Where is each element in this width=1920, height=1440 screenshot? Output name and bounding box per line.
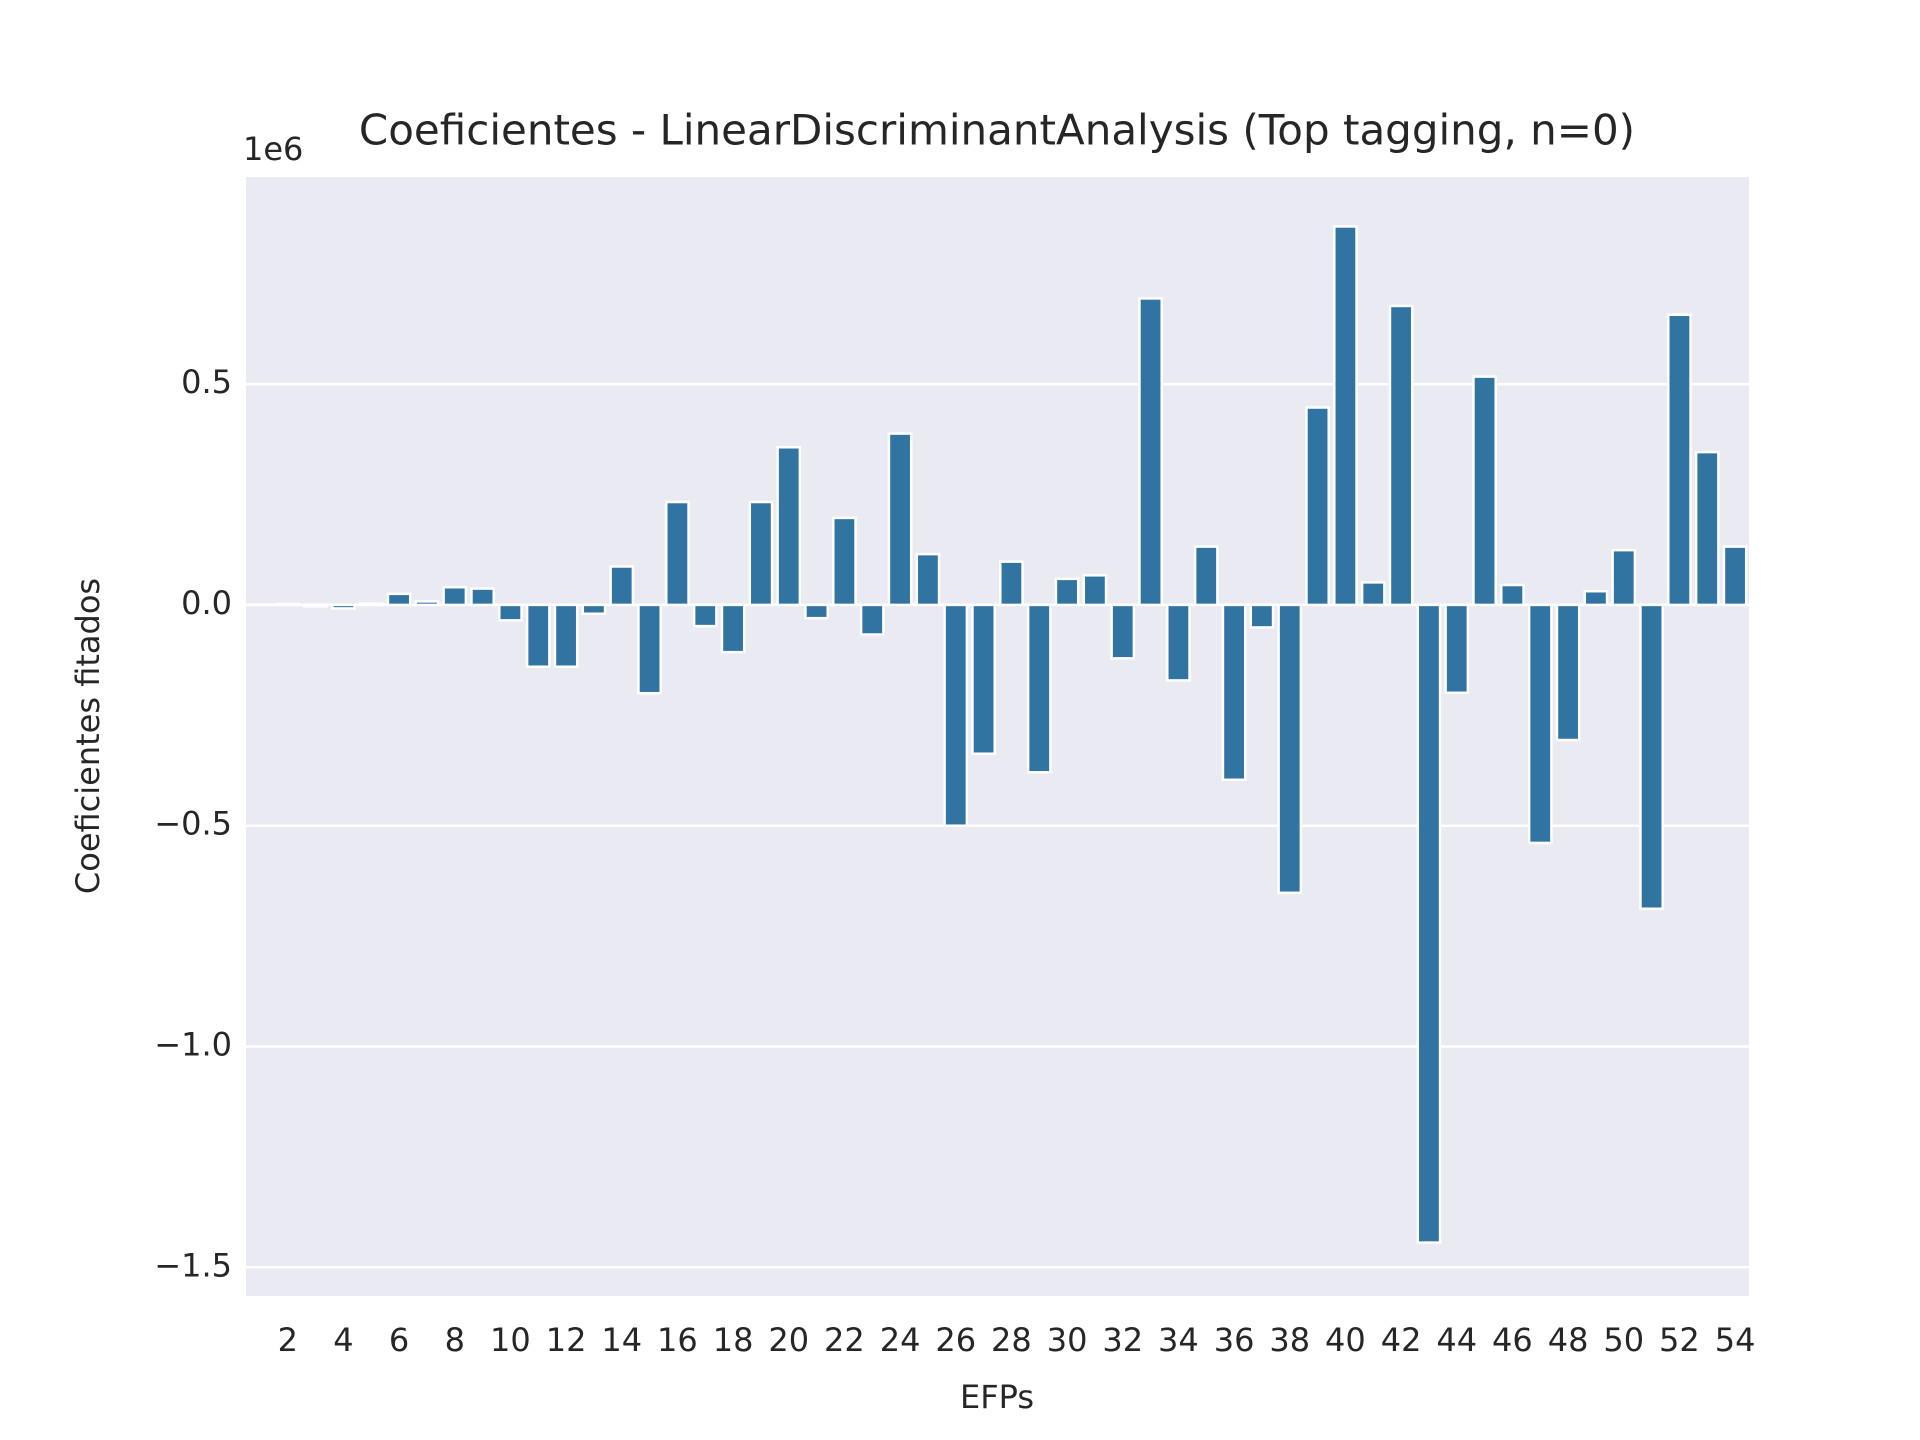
plot-area (246, 177, 1749, 1296)
bar (386, 592, 412, 607)
x-axis-label: EFPs (960, 1378, 1034, 1416)
x-tick-label: 24 (880, 1321, 921, 1359)
x-tick-label: 36 (1214, 1321, 1255, 1359)
x-tick-label: 10 (490, 1321, 531, 1359)
chart-title: Coeficientes - LinearDiscriminantAnalysi… (359, 106, 1635, 155)
bar (915, 552, 941, 607)
bar (1249, 603, 1275, 629)
bar (1193, 545, 1219, 607)
bar (553, 603, 579, 668)
x-tick-label: 34 (1158, 1321, 1199, 1359)
x-tick-label: 20 (768, 1321, 809, 1359)
bar (832, 516, 857, 607)
bar (525, 603, 551, 668)
y-tick-label: −0.5 (154, 805, 232, 843)
x-tick-label: 6 (389, 1321, 409, 1359)
x-tick-label: 26 (935, 1321, 976, 1359)
x-tick-label: 40 (1325, 1321, 1366, 1359)
bar (1416, 603, 1442, 1244)
offset-label: 1e6 (243, 130, 303, 168)
y-tick-label: −1.5 (154, 1246, 232, 1284)
x-tick-label: 54 (1715, 1321, 1756, 1359)
x-tick-label: 30 (1047, 1321, 1088, 1359)
x-tick-label: 52 (1659, 1321, 1700, 1359)
bar (1611, 548, 1637, 607)
bar (804, 603, 829, 620)
bar (1138, 297, 1163, 607)
x-tick-label: 32 (1102, 1321, 1143, 1359)
bar (720, 603, 746, 654)
bar (1667, 313, 1692, 607)
bar (1500, 583, 1525, 607)
bar (1555, 603, 1581, 742)
bar (887, 432, 913, 607)
bar (1305, 406, 1330, 607)
bar (1054, 577, 1080, 607)
x-tick-label: 4 (333, 1321, 353, 1359)
x-tick-label: 44 (1436, 1321, 1477, 1359)
x-tick-label: 12 (546, 1321, 587, 1359)
bar (331, 603, 356, 610)
x-tick-label: 14 (601, 1321, 642, 1359)
x-tick-label: 28 (991, 1321, 1032, 1359)
bar (1221, 603, 1247, 782)
x-tick-label: 50 (1603, 1321, 1644, 1359)
bar (776, 446, 802, 607)
x-tick-label: 16 (657, 1321, 698, 1359)
bar (609, 565, 635, 607)
bar (275, 602, 301, 607)
bar (358, 602, 384, 607)
x-tick-label: 46 (1492, 1321, 1533, 1359)
x-tick-label: 8 (445, 1321, 465, 1359)
y-tick-label: −1.0 (154, 1025, 232, 1063)
bar (971, 603, 996, 755)
bar (1026, 603, 1052, 774)
bar (1277, 603, 1303, 895)
bar (1110, 603, 1136, 660)
y-tick-label: 0.0 (181, 584, 232, 622)
bar (1472, 375, 1497, 607)
bar (414, 600, 440, 607)
bar (665, 500, 690, 607)
bar (1388, 304, 1414, 607)
bar (1333, 225, 1358, 607)
x-tick-label: 2 (278, 1321, 298, 1359)
bar (1583, 589, 1609, 607)
x-tick-label: 18 (713, 1321, 754, 1359)
bar (637, 603, 662, 695)
bar (581, 603, 607, 615)
y-axis-label: Coeficientes fitados (69, 578, 107, 894)
bar (1722, 545, 1748, 607)
bar (999, 560, 1024, 607)
x-tick-label: 38 (1269, 1321, 1310, 1359)
bar (1082, 574, 1108, 607)
x-tick-label: 48 (1548, 1321, 1589, 1359)
bar (692, 603, 718, 628)
y-tick-label: 0.5 (181, 363, 232, 401)
bar (1360, 581, 1386, 607)
bar (943, 603, 969, 827)
x-tick-label: 42 (1381, 1321, 1422, 1359)
bar (498, 603, 523, 622)
bar (470, 587, 495, 607)
bar (1639, 603, 1664, 910)
bar (859, 603, 885, 636)
bar (1166, 603, 1191, 682)
bar (442, 585, 468, 607)
bar (748, 500, 774, 607)
bar (1694, 450, 1720, 607)
bar (303, 603, 328, 608)
bar (1444, 603, 1470, 695)
bar (1527, 603, 1553, 845)
x-tick-label: 22 (824, 1321, 865, 1359)
